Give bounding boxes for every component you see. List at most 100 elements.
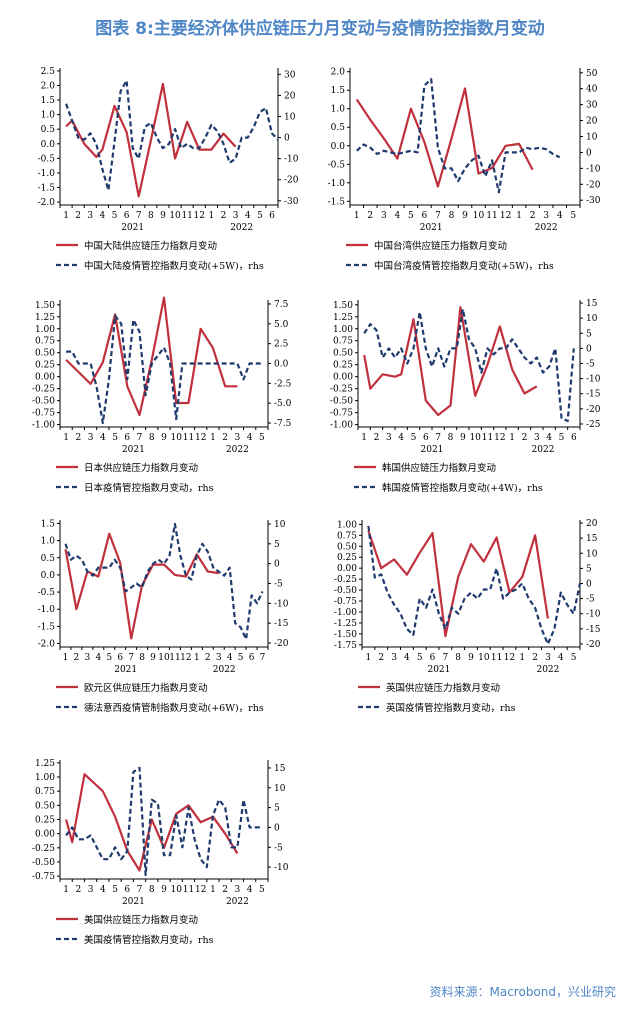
chart-svg: 1.50 1.25 1.00 0.75 0.50 0.25 0.00 -0.25 -0.50 -0…	[330, 299, 601, 494]
left-tick-label: -1.50	[334, 630, 357, 640]
chart-svg: 1.5 1.0 0.5 0.0 -0.5 -1.0 -1.5 -2.0 10 5 0 -5 -10 -15…	[38, 519, 289, 714]
x-tick-label: 2	[532, 653, 538, 663]
left-tick-label: -1.5	[38, 622, 56, 632]
x-tick-label: 10	[473, 211, 485, 221]
legend-label: 中国大陆供应链压力指数月变动	[84, 240, 217, 252]
left-tick-label: 1.00	[35, 325, 55, 335]
supply-pressure-series-line	[363, 306, 538, 417]
x-tick-label: 5	[259, 433, 265, 443]
x-tick-label: 4	[95, 653, 101, 663]
left-tick-label: -0.5	[38, 588, 56, 598]
right-tick-label: 0	[284, 134, 290, 144]
right-tick-label: -5	[274, 843, 283, 853]
right-tick-label: 10	[284, 112, 296, 122]
left-tick-label: -0.25	[32, 385, 55, 395]
right-tick-label: 40	[586, 85, 598, 95]
chart-svg: 1.25 1.00 0.75 0.50 0.25 0.00 -0.25 -0.50 -0.75 1…	[32, 759, 289, 946]
x-tick-label: 9	[468, 653, 474, 663]
left-tick-label: 1.00	[337, 520, 357, 530]
right-tick-label: 15	[586, 299, 598, 309]
x-tick-label: 3	[543, 211, 549, 221]
year-label: 2022	[230, 223, 253, 233]
left-tick-label: -0.5	[328, 160, 346, 170]
year-label: 2022	[213, 665, 236, 675]
x-tick-label: 4	[247, 885, 253, 895]
x-tick-label: 3	[545, 653, 551, 663]
year-label: 2021	[114, 665, 137, 675]
x-tick-label: 1	[63, 653, 69, 663]
right-tick-label: -5	[274, 580, 283, 590]
x-tick-label: 10	[169, 211, 181, 221]
left-tick-label: 1.25	[35, 759, 55, 769]
legend-label: 韩国疫情管控指数月变动(+4W)，rhs	[382, 482, 543, 494]
right-tick-label: 30	[586, 101, 598, 111]
x-tick-label: 9	[161, 885, 167, 895]
x-tick-label: 7	[137, 433, 143, 443]
year-label: 2021	[420, 223, 443, 233]
x-tick-label: 6	[117, 653, 123, 663]
x-tick-label: 6	[430, 653, 436, 663]
left-tick-label: 1.0	[41, 111, 56, 121]
x-tick-label: 2	[374, 433, 380, 443]
x-tick-label: 11	[183, 885, 194, 895]
x-tick-label: 1	[63, 211, 69, 221]
x-tick-label: 8	[455, 653, 461, 663]
x-tick-label: 5	[571, 653, 577, 663]
x-tick-label: 6	[423, 433, 429, 443]
x-tick-label: 1	[519, 653, 525, 663]
left-tick-label: -1.0	[328, 179, 346, 189]
x-tick-label: 5	[112, 211, 118, 221]
x-tick-label: 3	[85, 653, 91, 663]
x-tick-label: 3	[88, 885, 94, 895]
right-tick-label: 10	[586, 314, 598, 324]
year-label: 2022	[535, 223, 558, 233]
x-tick-label: 10	[171, 885, 183, 895]
left-tick-label: -1.0	[38, 605, 56, 615]
chart-svg: 1.000.750.500.250.00-0.25-0.50-0.75-1.00…	[334, 519, 601, 714]
x-tick-label: 3	[235, 885, 241, 895]
x-tick-label: 3	[235, 433, 241, 443]
supply-pressure-series-line	[65, 296, 238, 417]
left-tick-label: 0.50	[337, 542, 357, 552]
right-tick-label: 50	[586, 69, 598, 79]
right-tick-label: -20	[586, 640, 601, 650]
left-tick-label: 1.00	[333, 325, 353, 335]
left-tick-label: -1.5	[328, 197, 346, 207]
right-tick-label: -15	[586, 390, 601, 400]
left-tick-label: -1.0	[38, 169, 56, 179]
left-tick-label: 1.5	[41, 96, 56, 106]
x-tick-label: 3	[216, 653, 222, 663]
right-tick-label: -10	[274, 599, 289, 609]
x-tick-label: 5	[106, 653, 112, 663]
x-tick-label: 11	[486, 211, 497, 221]
covid-index-series-line	[356, 78, 561, 194]
right-tick-label: -10	[586, 375, 601, 385]
left-tick-label: -0.50	[32, 397, 55, 407]
left-tick-label: 0.00	[35, 373, 55, 383]
covid-index-series-line	[367, 525, 582, 646]
covid-index-series-line	[363, 308, 575, 423]
x-tick-label: 12	[195, 433, 206, 443]
x-tick-label: 1	[194, 653, 200, 663]
right-tick-label: 15	[586, 534, 598, 544]
legend-label: 中国台湾疫情管控指数月变动(+5W)，rhs	[374, 260, 554, 272]
x-tick-label: 1	[210, 433, 216, 443]
x-tick-label: 2	[378, 653, 384, 663]
x-tick-label: 7	[435, 211, 441, 221]
right-tick-label: 15	[274, 764, 286, 774]
left-tick-label: -0.25	[330, 385, 353, 395]
right-tick-label: 5	[274, 804, 280, 814]
right-tick-label: 20	[284, 91, 296, 101]
year-label: 2021	[122, 445, 145, 455]
x-tick-label: 10	[469, 433, 481, 443]
x-tick-label: 2	[522, 433, 528, 443]
left-tick-label: 0.25	[337, 553, 357, 563]
x-tick-label: 11	[491, 653, 502, 663]
right-tick-label: 20	[586, 117, 598, 127]
x-tick-label: 6	[124, 211, 130, 221]
supply-pressure-series-line	[355, 87, 534, 188]
x-tick-label: 1	[361, 433, 367, 443]
x-tick-label: 6	[124, 885, 130, 895]
x-tick-label: 5	[570, 211, 576, 221]
year-label: 2021	[122, 897, 145, 907]
